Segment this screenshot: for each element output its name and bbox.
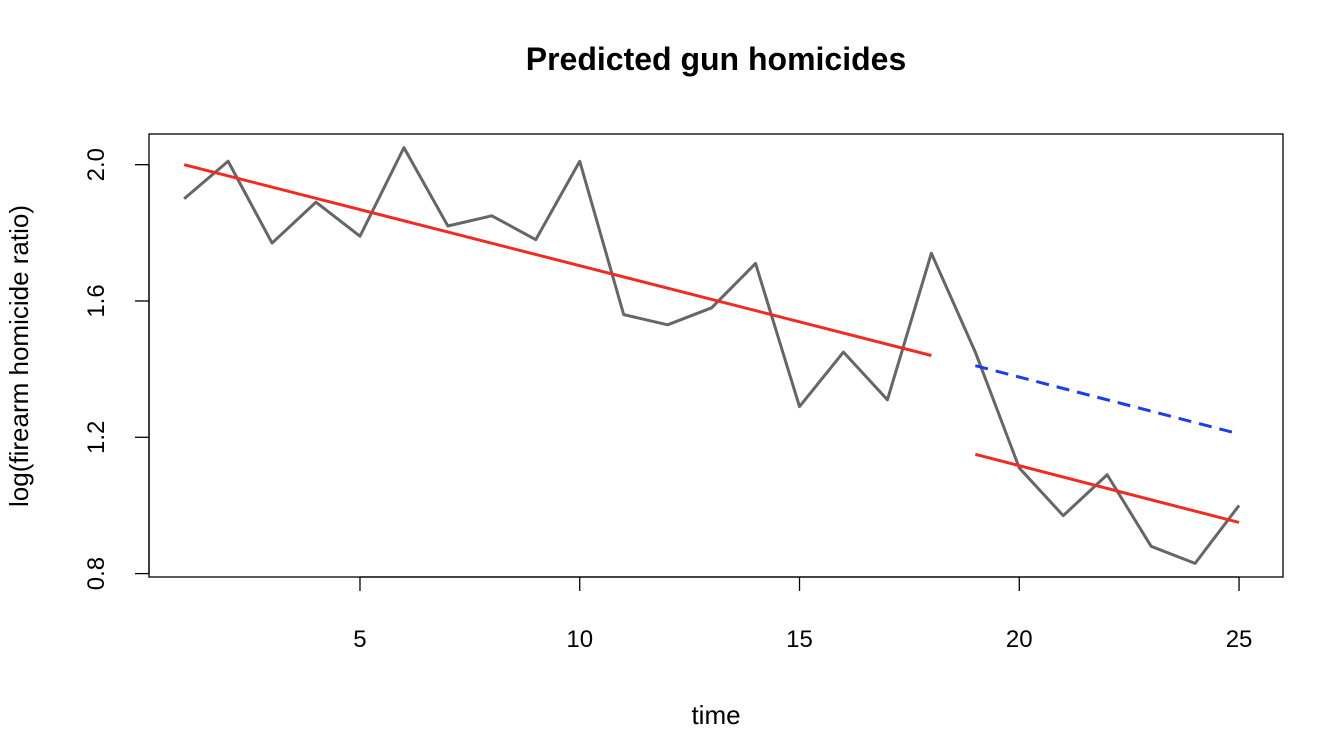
x-axis: 5 10 15 20 25: [353, 576, 1253, 653]
y-tick-label: 1.2: [83, 421, 110, 454]
x-tick-label: 25: [1226, 626, 1253, 653]
y-axis: 0.8 1.2 1.6 2.0: [83, 148, 150, 590]
chart-title: Predicted gun homicides: [526, 41, 907, 77]
x-tick-label: 10: [566, 626, 593, 653]
y-tick-label: 0.8: [83, 557, 110, 590]
x-axis-label: time: [691, 700, 740, 730]
y-tick-label: 2.0: [83, 148, 110, 181]
series-line-3: [974, 452, 1240, 524]
series-line-2: [183, 163, 932, 357]
series-layer: [183, 146, 1241, 565]
x-tick-label: 5: [353, 626, 366, 653]
y-axis-label: log(firearm homicide ratio): [4, 205, 34, 507]
series-line-4: [974, 364, 1240, 436]
series-line-1: [183, 146, 1241, 565]
x-tick-label: 15: [786, 626, 813, 653]
y-tick-label: 1.6: [83, 284, 110, 317]
x-tick-label: 20: [1006, 626, 1033, 653]
